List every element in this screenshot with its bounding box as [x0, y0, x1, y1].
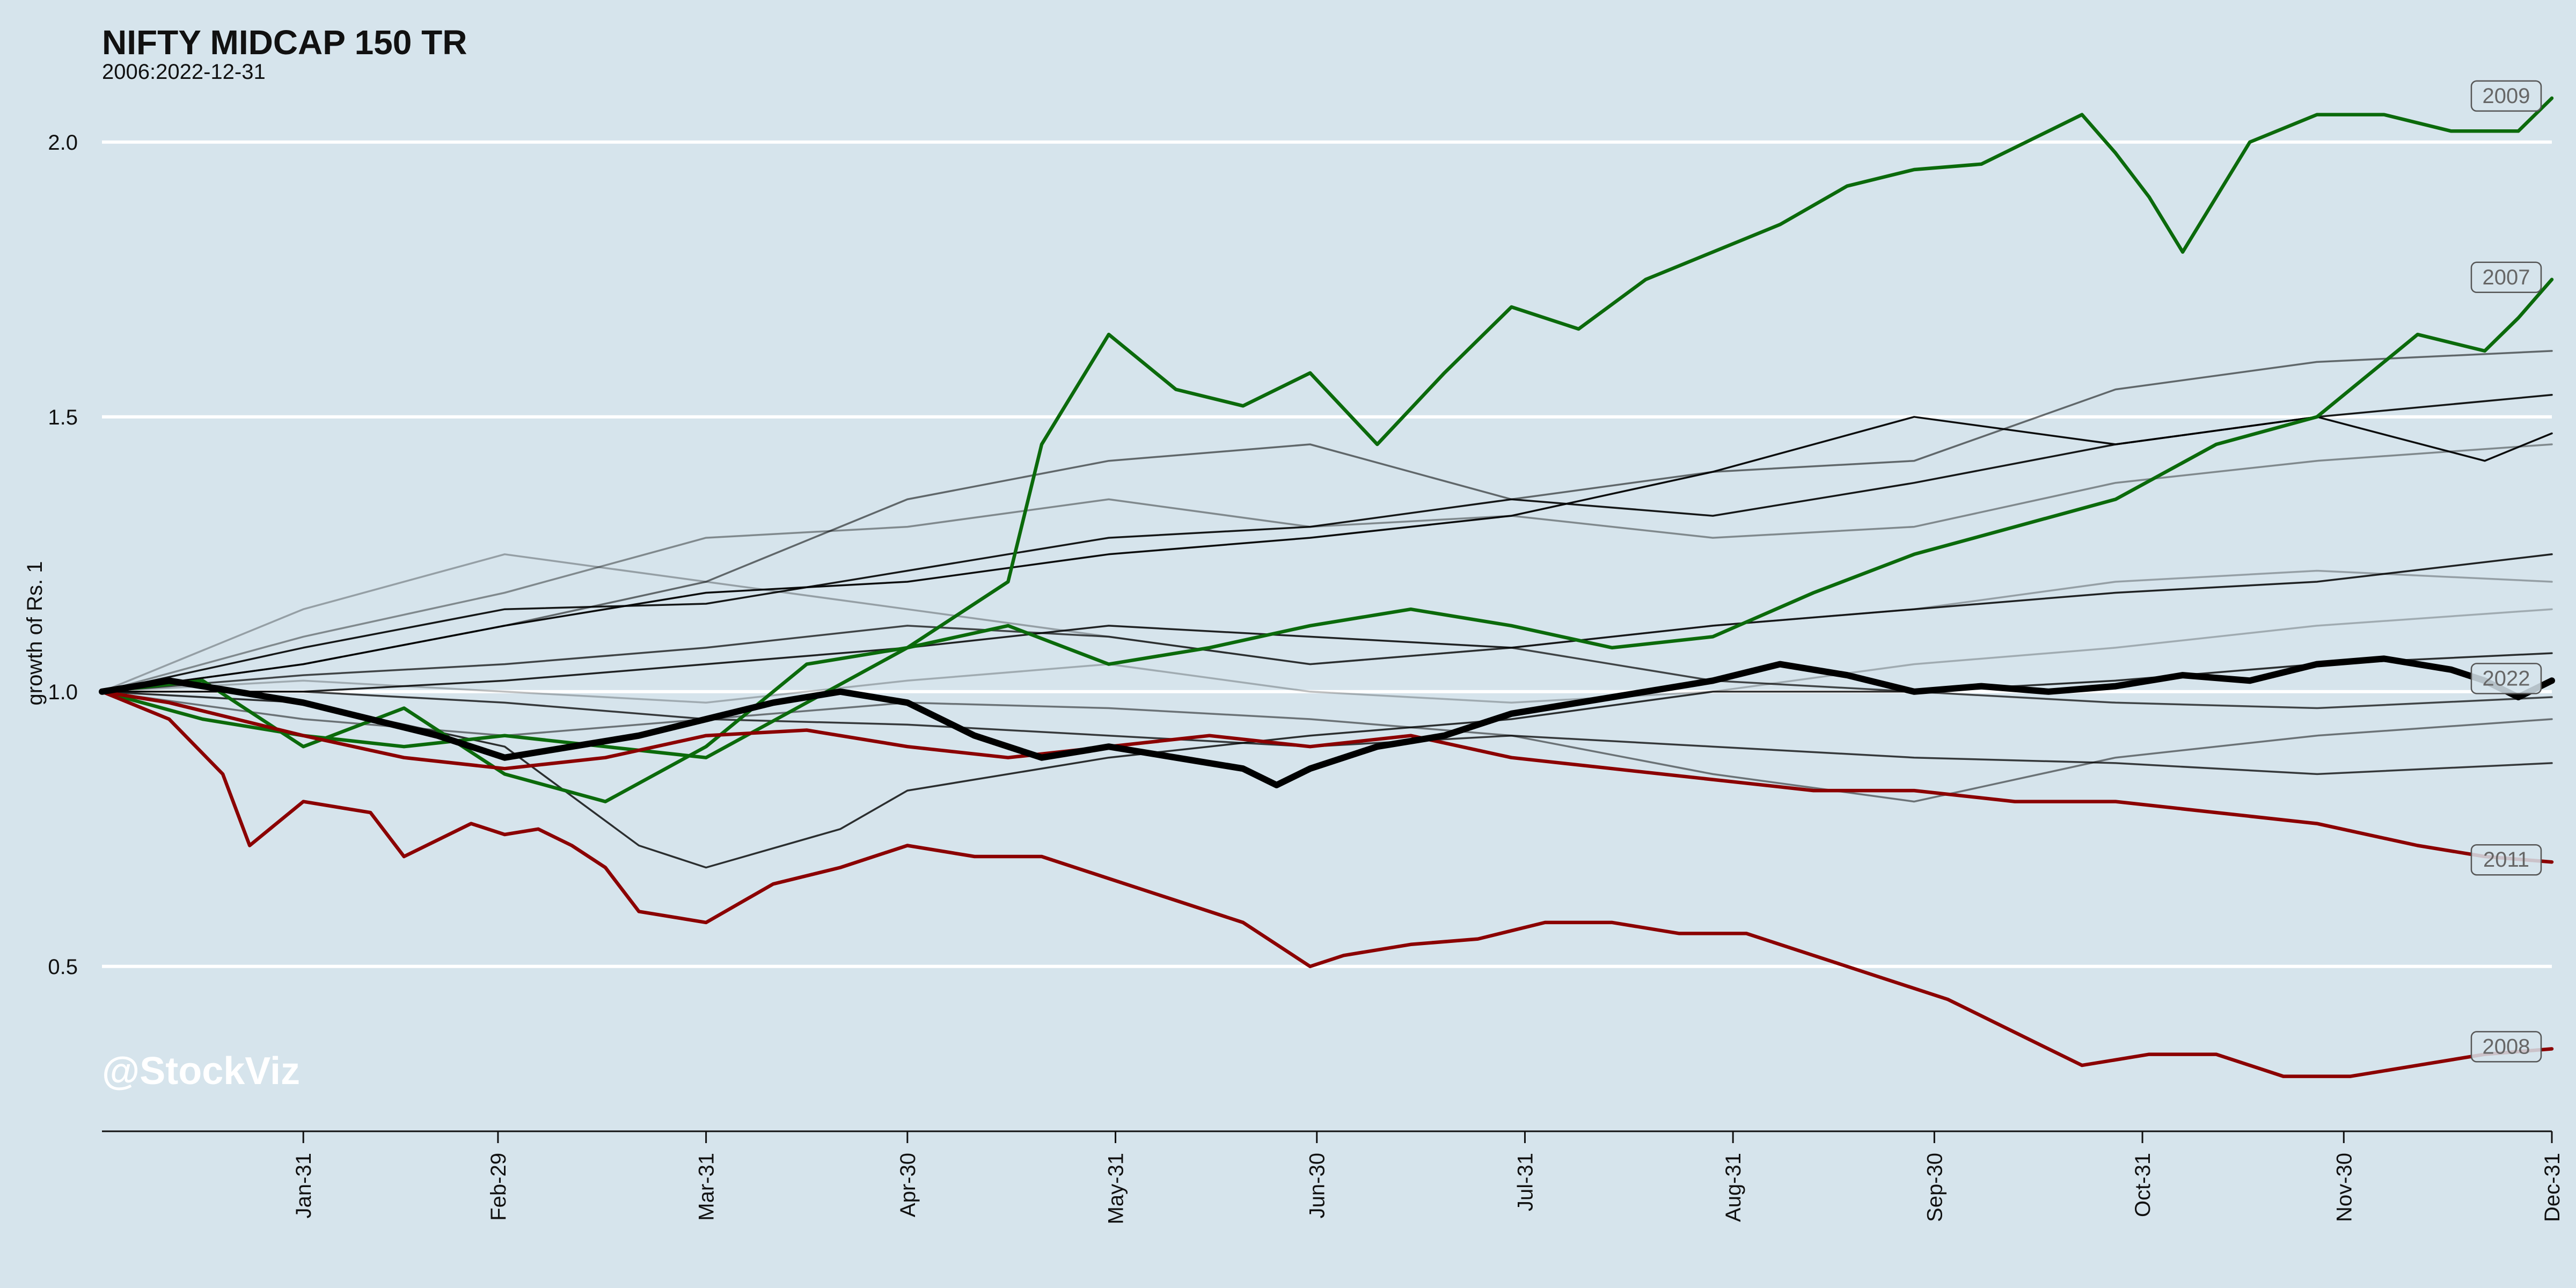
series-line [101, 416, 2553, 693]
y-tick-label: 2.0 [48, 131, 78, 155]
axes: 0.5 1.0 1.5 2.0 Jan-31 Feb-29 Mar-31 Apr-30 May-… [48, 131, 2564, 1225]
series-end-label-box [2470, 261, 2542, 294]
gridlines [102, 140, 2552, 968]
series-end-label: 2009 [2483, 84, 2530, 108]
x-tick-label: May-31 [1104, 1153, 1128, 1224]
x-tick-label: Jan-31 [292, 1153, 316, 1218]
x-tick-label: Nov-30 [2332, 1153, 2356, 1222]
series-line-2011 [100, 690, 2554, 864]
series-line-2009 [100, 96, 2554, 759]
series-line [101, 553, 2553, 693]
series-end-labels: 2009 2007 2011 2008 2022 [2470, 80, 2542, 1063]
x-tick-label: Apr-30 [896, 1153, 920, 1217]
x-tick-label: Sep-30 [1923, 1153, 1946, 1222]
series-end-label-box [2470, 80, 2542, 112]
x-tick-label: Mar-31 [695, 1153, 719, 1221]
series-end-label: 2007 [2483, 266, 2530, 289]
y-tick-label: 0.5 [48, 955, 78, 979]
series-line [101, 394, 2553, 693]
series-end-label-box [2470, 844, 2542, 876]
series-line [101, 608, 2553, 704]
series-end-label: 2022 [2483, 667, 2530, 690]
series-line [101, 443, 2553, 693]
watermark: @StockViz [102, 1050, 300, 1093]
chart-subtitle: 2006:2022-12-31 [102, 60, 266, 84]
chart-title: NIFTY MIDCAP 150 TR [102, 23, 467, 62]
x-tick-label: Jul-31 [1513, 1153, 1537, 1211]
x-tick-label: Feb-29 [487, 1153, 510, 1221]
y-tick-label: 1.0 [48, 680, 78, 704]
series-line [101, 350, 2553, 693]
x-tick-label: Jun-30 [1306, 1153, 1329, 1218]
series-end-label: 2008 [2483, 1035, 2530, 1058]
series-line-2022 [99, 655, 2555, 788]
series-line [101, 652, 2553, 869]
y-axis-label: growth of Rs. 1 [23, 561, 47, 705]
series-end-label: 2011 [2483, 848, 2529, 872]
series-end-label-box [2470, 663, 2542, 694]
x-tick-label: Aug-31 [1722, 1153, 1745, 1222]
y-tick-label: 1.5 [48, 406, 78, 429]
series-line-2008 [100, 690, 2554, 1078]
series-line [101, 553, 2553, 693]
series-line [101, 625, 2553, 709]
x-tick-label: Oct-31 [2131, 1153, 2155, 1217]
series-end-label-box [2470, 1031, 2542, 1063]
series-line-2007 [100, 277, 2554, 803]
x-tick-label: Dec-31 [2541, 1153, 2564, 1222]
series-lines [99, 96, 2555, 1078]
